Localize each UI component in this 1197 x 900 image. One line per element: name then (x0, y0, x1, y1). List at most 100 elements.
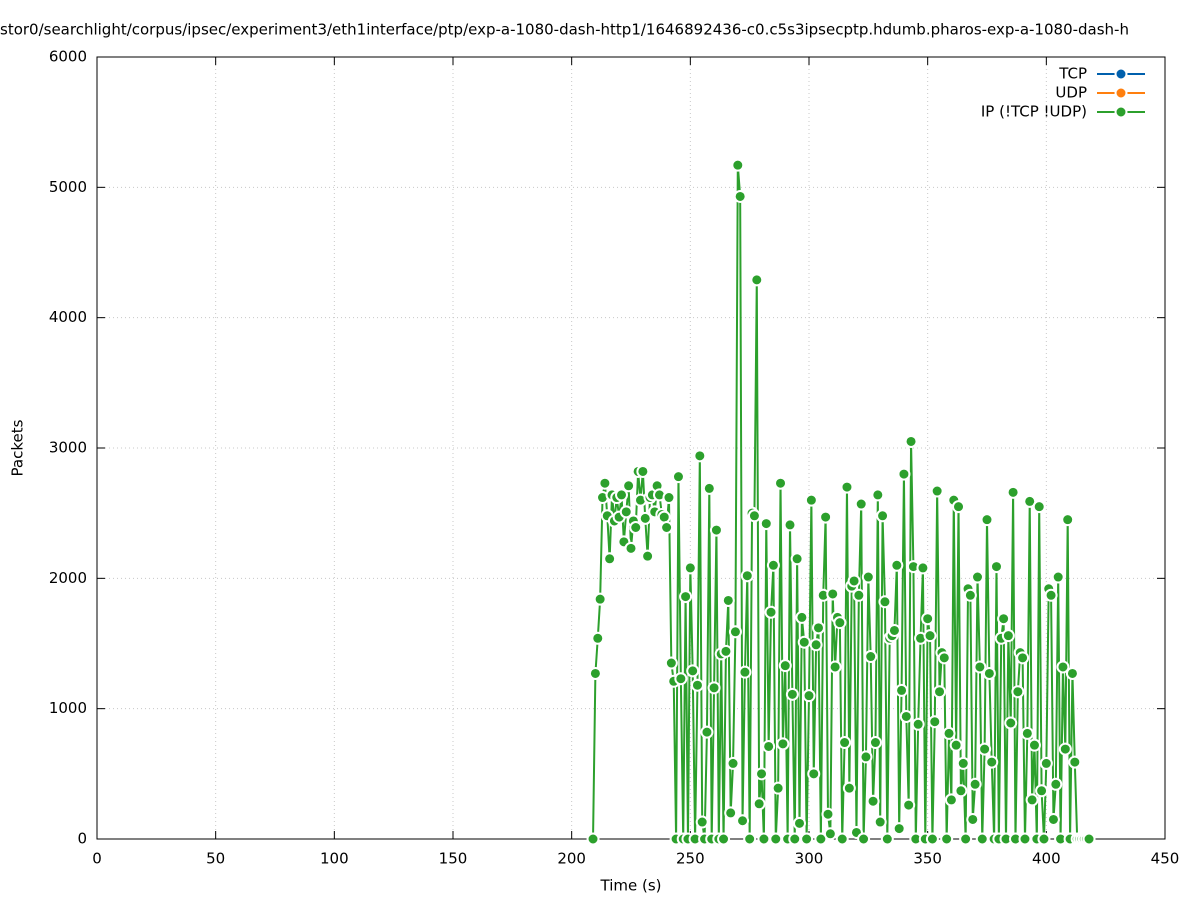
point (1046, 812, 1060, 826)
point (738, 665, 752, 679)
point (619, 505, 633, 519)
point (942, 726, 956, 740)
legend-label: TCP (1058, 65, 1087, 83)
point (859, 750, 873, 764)
point (899, 709, 913, 723)
y-axis-label: Packets (9, 419, 27, 476)
point (793, 816, 807, 830)
point (774, 476, 788, 490)
series-line (592, 165, 1090, 840)
point (638, 511, 652, 525)
plot-frame (96, 56, 1166, 840)
point (657, 510, 671, 524)
point (641, 549, 655, 563)
point (892, 822, 906, 836)
point (866, 794, 880, 808)
point (814, 832, 828, 846)
point (1020, 726, 1034, 740)
point (733, 189, 747, 203)
point (797, 635, 811, 649)
point (916, 561, 930, 575)
legend-label: UDP (1055, 84, 1087, 102)
point (724, 806, 738, 820)
point (683, 561, 697, 575)
point (980, 513, 994, 527)
point (671, 470, 685, 484)
point (629, 521, 643, 535)
point (1039, 756, 1053, 770)
point (861, 570, 875, 584)
x-tick-label: 100 (320, 850, 349, 868)
point (833, 616, 847, 630)
point (956, 756, 970, 770)
point (743, 832, 757, 846)
point (764, 605, 778, 619)
y-tick-label: 1000 (49, 699, 87, 717)
point (591, 631, 605, 645)
point (636, 464, 650, 478)
point (897, 467, 911, 481)
point (1018, 832, 1032, 846)
point (930, 484, 944, 498)
point (847, 574, 861, 588)
point (1006, 485, 1020, 499)
y-tick-label: 6000 (49, 48, 87, 66)
point (785, 687, 799, 701)
point (828, 660, 842, 674)
point (811, 621, 825, 635)
point (664, 656, 678, 670)
point (603, 552, 617, 566)
point (1061, 513, 1075, 527)
x-tick-label: 200 (557, 850, 586, 868)
point (752, 797, 766, 811)
y-tick-label: 2000 (49, 569, 87, 587)
point (973, 660, 987, 674)
point (1068, 755, 1082, 769)
point (707, 681, 721, 695)
point (776, 737, 790, 751)
point (709, 523, 723, 537)
point (966, 812, 980, 826)
legend-label: IP (!TCP !UDP) (981, 103, 1087, 121)
point (933, 685, 947, 699)
point (660, 521, 674, 535)
point (940, 832, 954, 846)
point (804, 493, 818, 507)
point (1065, 666, 1079, 680)
point (728, 625, 742, 639)
point (868, 736, 882, 750)
point (840, 480, 854, 494)
point (819, 510, 833, 524)
legend-marker (1114, 105, 1128, 119)
point (1082, 832, 1096, 846)
point (864, 650, 878, 664)
point (1037, 832, 1051, 846)
point (1051, 570, 1065, 584)
point (1023, 494, 1037, 508)
y-tick-label: 5000 (49, 178, 87, 196)
point (1032, 500, 1046, 514)
point (679, 590, 693, 604)
point (783, 518, 797, 532)
point (997, 612, 1011, 626)
point (695, 815, 709, 829)
point (807, 767, 821, 781)
chart-title: stor0/searchlight/corpus/ipsec/experimen… (0, 21, 1129, 39)
y-tick-label: 4000 (49, 308, 87, 326)
point (890, 558, 904, 572)
point (887, 623, 901, 637)
x-axis-label: Time (s) (600, 877, 662, 895)
point (921, 612, 935, 626)
y-tick-label: 3000 (49, 439, 87, 457)
x-tick-label: 350 (913, 850, 942, 868)
point (821, 807, 835, 821)
point (802, 689, 816, 703)
point (904, 434, 918, 448)
point (871, 488, 885, 502)
point (755, 767, 769, 781)
point (876, 509, 890, 523)
x-tick-label: 400 (1032, 850, 1061, 868)
point (586, 832, 600, 846)
point (771, 781, 785, 795)
point (1001, 629, 1015, 643)
